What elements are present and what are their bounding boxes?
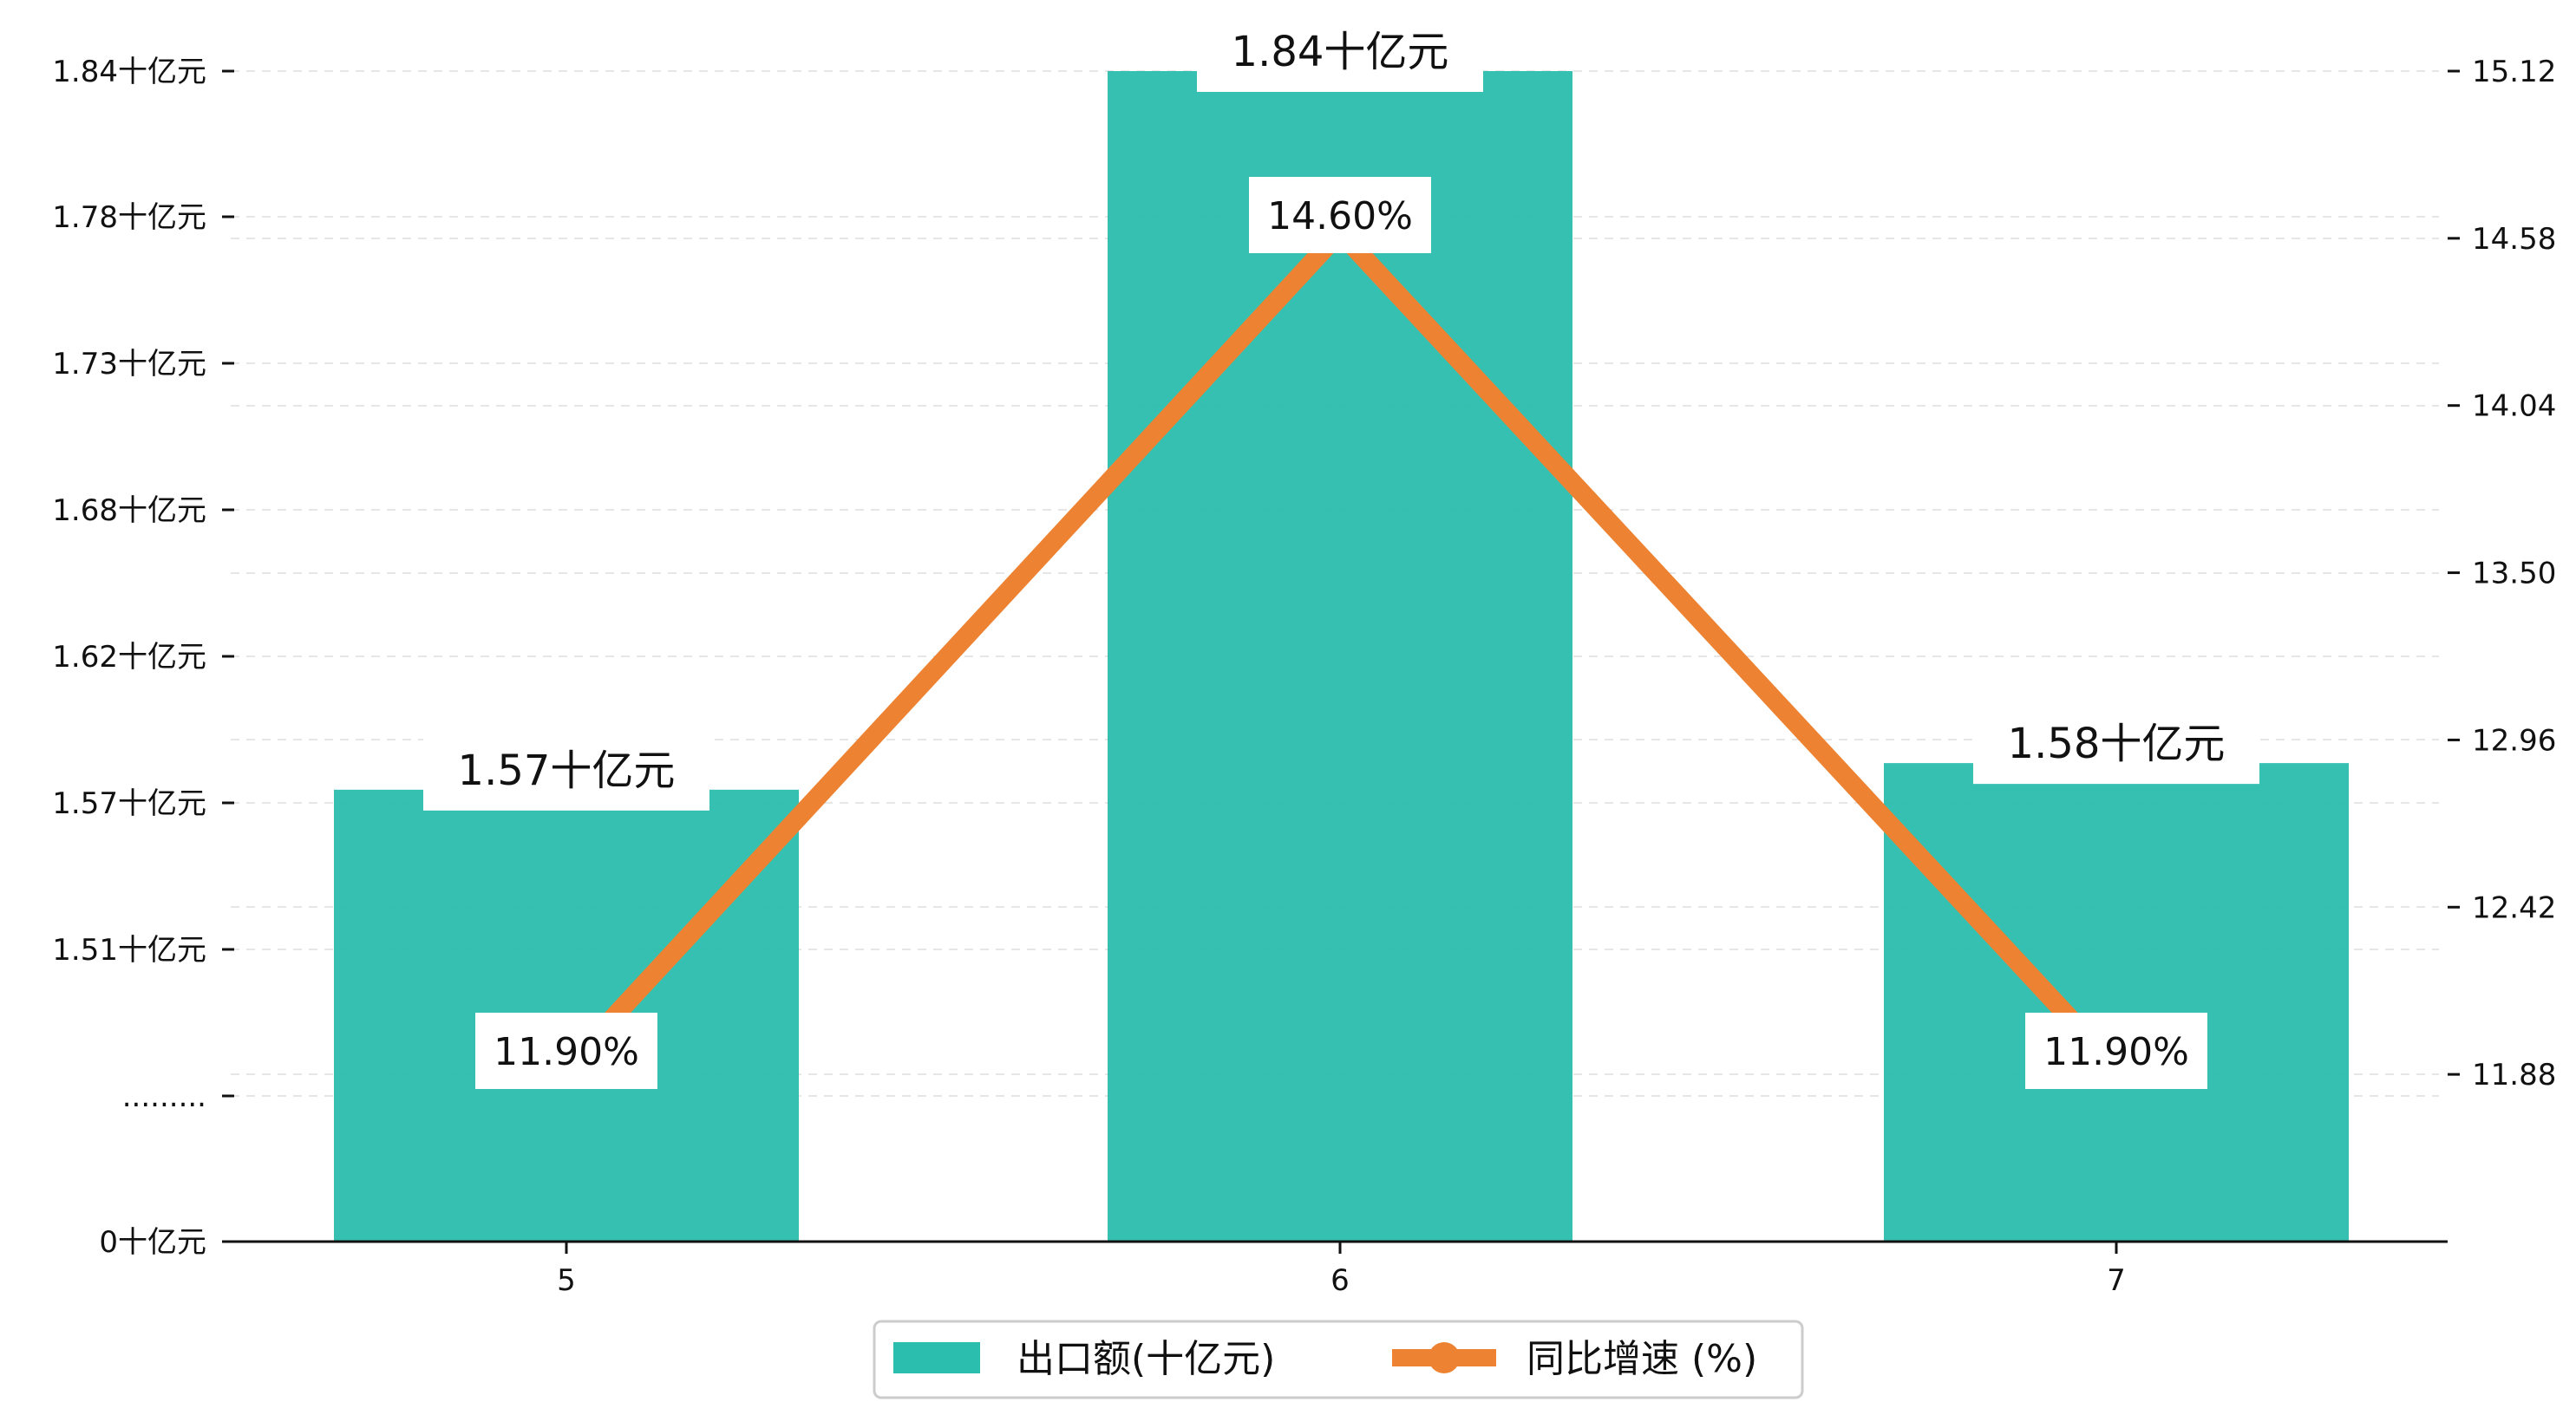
axis-layer: 0十亿元......... 1.51十亿元 1.57十亿元 1.62十亿元 1.68十亿… <box>52 55 2556 1298</box>
legend-label-bar: 出口额(十亿元) <box>1017 1337 1275 1381</box>
bar-value-label: 1.57十亿元 <box>423 730 709 811</box>
y-left-tick-label: 1.57十亿元 <box>52 786 206 821</box>
bar-value-label: 1.84十亿元 <box>1197 12 1483 92</box>
y-left-tick-label: 1.73十亿元 <box>52 347 206 381</box>
growth-value-label-text: 14.60% <box>1267 194 1413 238</box>
y-right-tick-label: 15.12 <box>2472 55 2556 89</box>
growth-value-label: 14.60% <box>1249 177 1431 253</box>
y-left-tick-label: 0十亿元 <box>99 1225 206 1260</box>
bar-value-label-text: 1.84十亿元 <box>1232 28 1449 76</box>
growth-value-label-box <box>1249 177 1431 253</box>
bar-value-label-box <box>423 730 709 811</box>
bar-value-label-text: 1.57十亿元 <box>458 747 676 795</box>
legend-swatch-bar <box>893 1342 980 1373</box>
bar-value-label-box <box>1197 12 1483 92</box>
y-right-tick-label: 14.58 <box>2472 222 2556 257</box>
y-right-tick-label: 12.96 <box>2472 723 2556 758</box>
bar-value-label-text: 1.58十亿元 <box>2008 720 2226 768</box>
growth-value-label-text: 11.90% <box>494 1030 639 1074</box>
growth-value-label: 11.90% <box>2025 1013 2207 1089</box>
y-left-tick-label: ......... <box>122 1079 206 1114</box>
legend-label-line: 同比增速 (%) <box>1527 1337 1757 1381</box>
x-tick-label: 6 <box>1330 1263 1350 1298</box>
y-left-tick-label: 1.51十亿元 <box>52 933 206 968</box>
y-right-tick-label: 12.42 <box>2472 890 2556 925</box>
bar-value-label: 1.58十亿元 <box>1973 704 2259 785</box>
bar-layer <box>334 71 2349 1242</box>
y-left-tick-label: 1.68十亿元 <box>52 493 206 528</box>
y-right-tick-label: 11.88 <box>2472 1058 2556 1092</box>
y-right-tick-label: 13.50 <box>2472 557 2556 591</box>
y-left-tick-label: 1.78十亿元 <box>52 200 206 235</box>
y-left-tick-label: 1.84十亿元 <box>52 55 206 89</box>
y-left-tick-label: 1.62十亿元 <box>52 640 206 675</box>
growth-value-label-text: 11.90% <box>2043 1030 2189 1074</box>
x-tick-label: 5 <box>557 1263 576 1298</box>
y-right-tick-label: 14.04 <box>2472 389 2556 424</box>
growth-value-label-box <box>2025 1013 2207 1089</box>
growth-value-label: 11.90% <box>475 1013 657 1089</box>
bar-6 <box>1108 71 1572 1242</box>
growth-value-label-box <box>475 1013 657 1089</box>
bar-value-label-box <box>1973 704 2259 785</box>
bar-7 <box>1884 763 2349 1242</box>
legend-layer: 出口额(十亿元) 同比增速 (%) <box>873 1320 1804 1399</box>
legend-swatch-marker <box>1429 1342 1460 1373</box>
label-layer: 1.57十亿元 1.84十亿元 1.58十亿元 11.90% 14.60% 11.90% <box>423 12 2259 1089</box>
x-tick-label: 7 <box>2107 1263 2126 1298</box>
legend-frame <box>873 1320 1804 1399</box>
legend: 出口额(十亿元) 同比增速 (%) <box>873 1320 1804 1399</box>
